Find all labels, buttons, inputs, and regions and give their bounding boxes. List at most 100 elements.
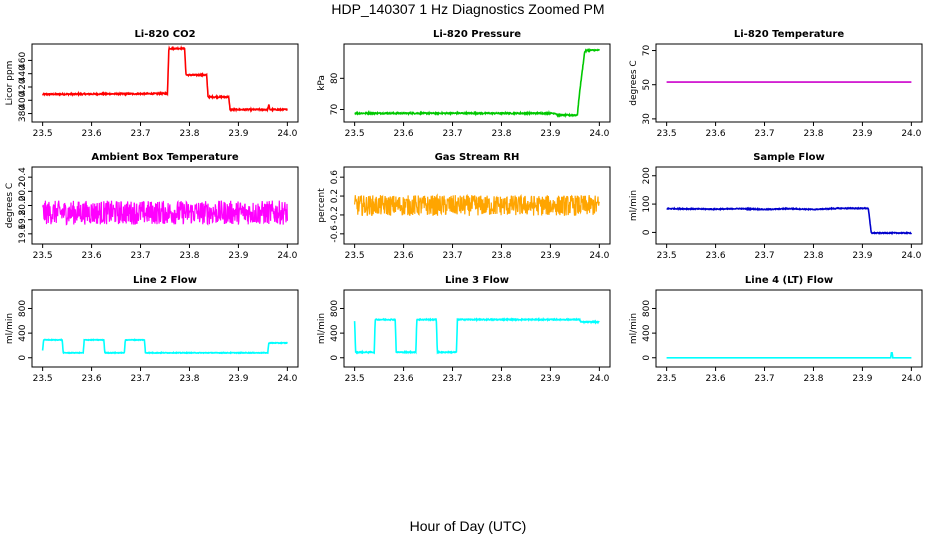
y-tick-label: 800 [18,300,28,317]
y-tick-label: 20.2 [18,181,28,201]
y-tick-label: 400 [642,324,652,341]
x-tick-label: 23.7 [131,374,151,384]
y-tick-label: 0 [18,355,28,361]
panel-title: Line 4 (LT) Flow [745,275,833,286]
plot-frame [343,289,611,368]
x-tick-label: 23.9 [540,374,560,384]
y-tick-label: 800 [642,300,652,317]
panel-line-3-flow: Line 3 Flow 23.5 23.6 23.7 23.8 23.9 24.0 0 400 8… [317,275,611,384]
y-tick-label: 0 [642,355,652,361]
x-tick-label: 24.0 [901,374,921,384]
x-tick-label: 24.0 [589,129,609,139]
x-tick-label: 23.5 [657,129,677,139]
series-line-ambient-box-temperature [42,200,288,226]
panel-li-820-pressure: Li-820 Pressure 23.5 23.6 23.7 23.8 23.9 24.0 7… [317,29,611,139]
plot-frame [343,43,611,123]
panel-title: Line 2 Flow [133,275,197,286]
y-tick-label: 0 [642,229,652,235]
y-tick-label: 19.8 [18,209,28,229]
y-tick-label: 70 [330,104,340,116]
y-axis-label: ml/min [317,313,327,344]
plot-frame [31,43,299,123]
x-tick-label: 23.6 [82,129,102,139]
x-tick-label: 23.5 [33,129,53,139]
y-tick-label: 400 [330,324,340,341]
panel-title: Li-820 CO2 [134,29,195,40]
y-tick-label: -0.2 [330,206,340,224]
y-tick-label: 400 [18,324,28,341]
y-tick-label: 440 [18,65,28,82]
x-tick-label: 23.6 [394,129,414,139]
x-tick-label: 23.5 [657,251,677,261]
y-tick-label: 380 [18,105,28,122]
y-tick-label: 0.6 [330,170,340,185]
page-title: HDP_140307 1 Hz Diagnostics Zoomed PM [331,1,605,17]
y-tick-label: 460 [18,52,28,69]
x-tick-label: 23.6 [394,374,414,384]
series-line-line-4-lt-flow [666,351,912,359]
y-tick-label: 100 [642,195,652,212]
x-tick-label: 23.8 [803,251,823,261]
x-tick-label: 23.8 [803,374,823,384]
x-tick-label: 23.7 [755,374,775,384]
x-tick-label: 23.8 [491,251,511,261]
x-tick-label: 23.9 [228,374,248,384]
x-axis-caption: Hour of Day (UTC) [409,518,527,534]
x-tick-label: 23.5 [345,251,365,261]
y-tick-label: 20.0 [18,195,28,215]
y-tick-label: 50 [642,79,652,91]
x-tick-label: 23.9 [852,251,872,261]
x-tick-label: 23.6 [394,251,414,261]
y-axis-label: degrees C [629,60,639,105]
series-line-li-820-pressure [354,47,601,119]
x-tick-label: 23.5 [345,374,365,384]
y-tick-label: 0 [330,355,340,361]
panel-title: Li-820 Pressure [433,29,521,40]
series-line-li-820-co2 [41,45,288,114]
y-tick-label: 20.4 [18,167,28,187]
x-tick-label: 23.6 [706,251,726,261]
panel-line-4-lt-flow: Line 4 (LT) Flow 23.5 23.6 23.7 23.8 23.9 24.0… [629,275,923,384]
panel-title: Li-820 Temperature [734,29,844,40]
x-tick-label: 24.0 [277,129,297,139]
x-tick-label: 23.7 [131,129,151,139]
panel-sample-flow: Sample Flow 23.5 23.6 23.7 23.8 23.9 24.0 0 100 2… [629,152,923,261]
plot-frame [343,166,611,245]
x-tick-label: 24.0 [901,251,921,261]
series-line-line-3-flow [353,316,600,355]
y-tick-label: -0.6 [330,225,340,243]
y-axis-label: ml/min [5,313,15,344]
y-axis-label: Licor ppm [5,61,15,106]
x-tick-label: 23.8 [179,374,199,384]
y-axis-label: ml/min [629,190,639,221]
y-tick-label: 400 [18,91,28,108]
x-tick-label: 24.0 [589,251,609,261]
x-tick-label: 24.0 [589,374,609,384]
x-tick-label: 23.7 [755,129,775,139]
x-tick-label: 23.6 [82,251,102,261]
x-tick-label: 23.8 [491,129,511,139]
x-tick-label: 23.6 [706,374,726,384]
x-tick-label: 23.7 [755,251,775,261]
x-tick-label: 24.0 [901,129,921,139]
y-axis-label: percent [317,188,327,223]
x-tick-label: 23.5 [33,374,53,384]
y-tick-label: 0.2 [330,189,340,203]
x-tick-label: 23.7 [131,251,151,261]
y-axis-label: kPa [317,75,327,91]
x-tick-label: 23.5 [33,251,53,261]
x-tick-label: 23.9 [540,251,560,261]
x-tick-label: 23.5 [345,129,365,139]
series-line-line-2-flow [41,338,288,355]
x-tick-label: 23.9 [540,129,560,139]
x-tick-label: 23.6 [82,374,102,384]
x-tick-label: 23.7 [443,129,463,139]
x-tick-label: 23.7 [443,374,463,384]
plot-frame [655,289,923,368]
panel-gas-stream-rh: Gas Stream RH 23.5 23.6 23.7 23.8 23.9 24.0 -0.… [317,152,611,261]
y-axis-label: ml/min [629,313,639,344]
x-tick-label: 23.6 [706,129,726,139]
panel-li-820-temperature: Li-820 Temperature 23.5 23.6 23.7 23.8 23.9 24… [629,29,923,139]
x-tick-label: 23.5 [657,374,677,384]
